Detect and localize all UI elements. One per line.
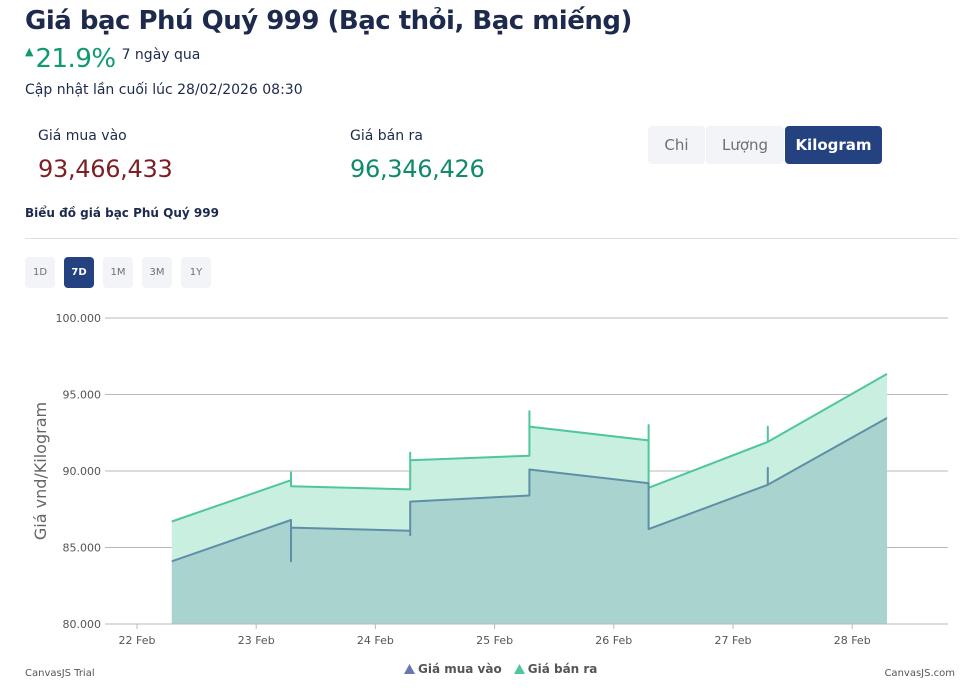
- chart-title: Biểu đồ giá bạc Phú Quý 999: [25, 206, 219, 220]
- change-period: 7 ngày qua: [121, 47, 201, 63]
- range-button-1y[interactable]: 1Y: [181, 257, 211, 288]
- unit-button-kilogram[interactable]: Kilogram: [785, 126, 882, 164]
- price-chart: 80.000 85.000 90.000 95.000 100.000 22 Feb 23 …: [31, 312, 948, 647]
- range-button-3m[interactable]: 3M: [142, 257, 172, 288]
- y-axis-title: Giá vnd/Kilogram: [31, 402, 50, 540]
- buy-price-label: Giá mua vào: [38, 128, 127, 144]
- x-tick-label: 24 Feb: [357, 634, 394, 647]
- unit-button-luong[interactable]: Lượng: [706, 126, 784, 164]
- price-change: ▲ 21.9% 7 ngày qua: [25, 44, 200, 74]
- unit-selector: Chi Lượng Kilogram: [648, 126, 883, 164]
- sell-price-value: 96,346,426: [350, 155, 485, 183]
- divider: [25, 238, 958, 239]
- x-tick-label: 28 Feb: [834, 634, 871, 647]
- range-selector: 1D 7D 1M 3M 1Y: [25, 257, 211, 288]
- triangle-icon: [404, 664, 415, 674]
- chart-legend: Giá mua vào Giá bán ra: [404, 662, 597, 676]
- series-area-buy: [171, 418, 888, 624]
- range-button-7d[interactable]: 7D: [64, 257, 94, 288]
- range-button-1d[interactable]: 1D: [25, 257, 55, 288]
- canvasjs-brand-link[interactable]: CanvasJS.com: [884, 668, 955, 679]
- unit-button-chi[interactable]: Chi: [648, 126, 705, 164]
- y-tick-label: 95.000: [63, 389, 102, 402]
- y-tick-label: 80.000: [63, 618, 102, 631]
- x-tick-label: 22 Feb: [119, 634, 156, 647]
- page-title: Giá bạc Phú Quý 999 (Bạc thỏi, Bạc miếng…: [25, 6, 632, 36]
- range-button-1m[interactable]: 1M: [103, 257, 133, 288]
- legend-label: Giá bán ra: [527, 662, 598, 676]
- change-percent: 21.9%: [35, 44, 116, 74]
- x-tick-label: 26 Feb: [595, 634, 632, 647]
- legend-label: Giá mua vào: [418, 662, 502, 676]
- buy-price-value: 93,466,433: [38, 155, 173, 183]
- x-tick-label: 25 Feb: [476, 634, 513, 647]
- canvasjs-trial-label: CanvasJS Trial: [25, 668, 95, 679]
- y-tick-label: 100.000: [56, 312, 102, 325]
- x-tick-label: 23 Feb: [238, 634, 275, 647]
- y-tick-label: 85.000: [63, 542, 102, 555]
- legend-item-sell[interactable]: Giá bán ra: [513, 662, 598, 676]
- legend-item-buy[interactable]: Giá mua vào: [404, 662, 502, 676]
- triangle-icon: [513, 664, 525, 674]
- up-arrow-icon: ▲: [25, 45, 34, 58]
- sell-price-label: Giá bán ra: [350, 128, 423, 144]
- y-tick-label: 90.000: [63, 465, 102, 478]
- last-updated: Cập nhật lần cuối lúc 28/02/2026 08:30: [25, 82, 303, 98]
- x-tick-label: 27 Feb: [715, 634, 752, 647]
